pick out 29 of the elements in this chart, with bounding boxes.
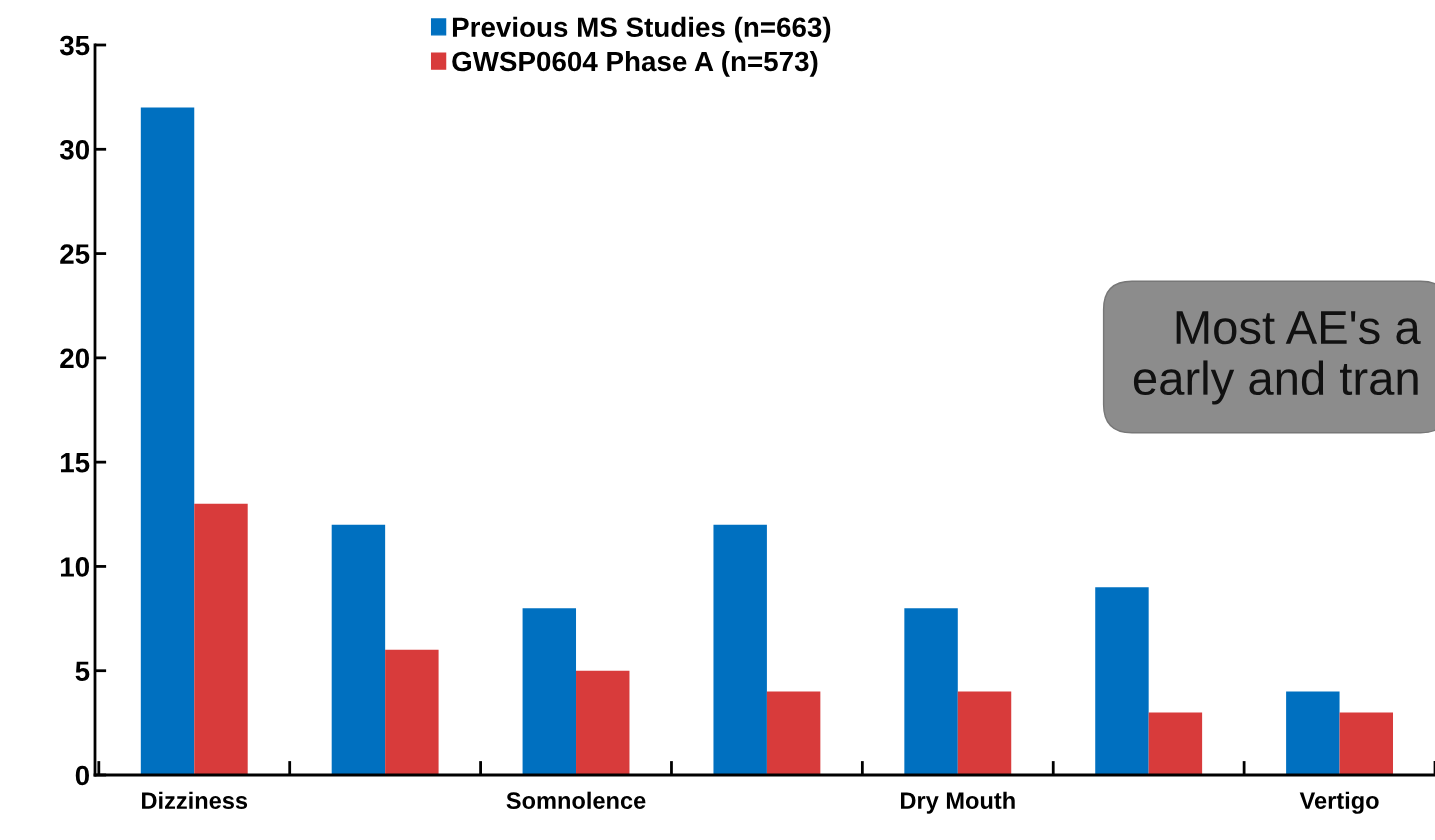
x-tick-label: Vertigo [1299,791,1379,814]
x-tick-label: Dry Mouth [901,791,1015,814]
bar [766,691,821,775]
y-tick-label: 10 [60,557,89,577]
legend-label: GWSP0604 Phase A (n=573) [452,50,818,77]
bar [713,524,767,775]
y-tick-label: 5 [75,661,90,682]
y-tick-label: 30 [59,139,89,160]
bar [522,608,577,775]
x-tick-label: Dizziness [142,791,248,810]
bar [385,649,439,775]
y-tick-label: 25 [60,244,90,264]
bar [957,691,1012,775]
legend-label: Previous MS Studies (n=663) [452,16,831,43]
annotation: Most AE's a early and tran [1133,311,1421,405]
bar [576,670,630,775]
x-tick-label: Somnolence [506,791,646,810]
bar [331,524,386,775]
bar [1148,712,1203,775]
bar [1286,691,1340,775]
bar [194,503,248,775]
y-tick-label: 15 [60,453,90,473]
y-tick-label: 20 [60,348,89,369]
y-tick-label: 0 [75,765,89,786]
y-tick-label: 35 [59,35,90,56]
bar [1339,712,1394,775]
bar [904,608,958,775]
bar [1095,587,1149,775]
bar [140,107,195,775]
